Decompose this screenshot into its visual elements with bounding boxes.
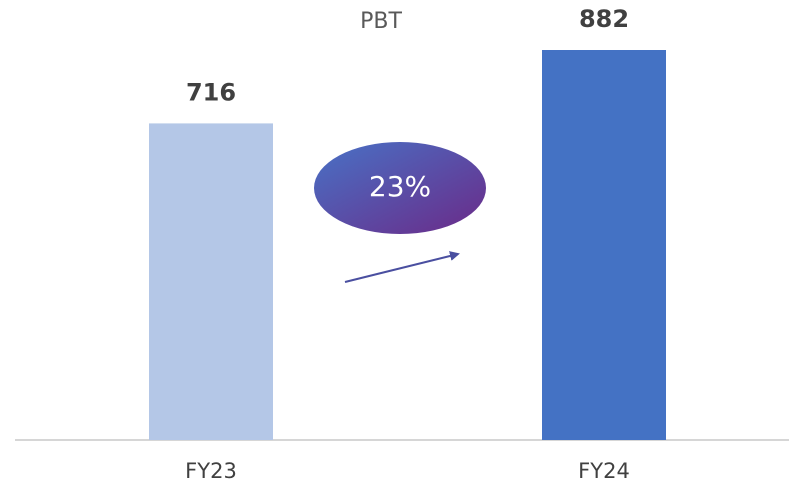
- growth-label: 23%: [369, 170, 431, 203]
- growth-arrow: [344, 251, 460, 283]
- bar: [542, 50, 666, 440]
- growth-badge: [314, 142, 486, 234]
- x-tick-label: FY23: [185, 459, 237, 483]
- value-label: 716: [186, 78, 236, 106]
- x-tick-label: FY24: [578, 459, 630, 483]
- bar: [149, 123, 273, 440]
- chart-title: PBT: [360, 9, 402, 34]
- value-label: 882: [579, 5, 629, 33]
